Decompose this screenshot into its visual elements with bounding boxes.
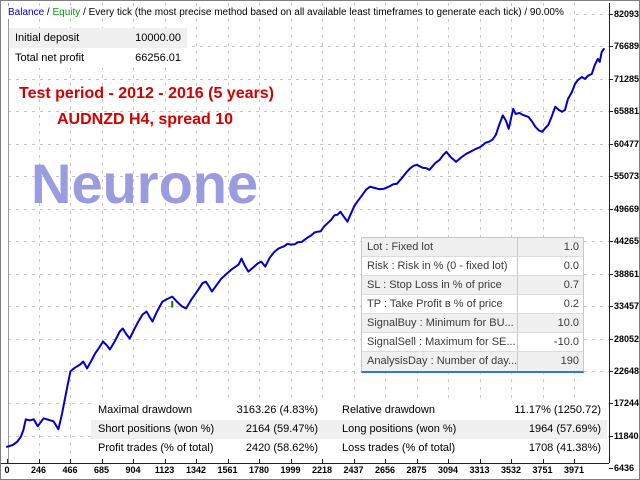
y-axis-label: 44265 bbox=[614, 236, 640, 247]
x-axis-label: 1342 bbox=[185, 465, 207, 475]
y-axis-label: 60477 bbox=[614, 138, 640, 149]
param-row: SL : Stop Loss in % of price 0.7 bbox=[362, 276, 583, 295]
stat-value: 1708 (41.38%) bbox=[528, 442, 601, 454]
param-row: AnalysisDay : Number of day... 190 bbox=[362, 352, 583, 371]
chart-axes bbox=[1, 3, 613, 469]
param-value: 10.0 bbox=[557, 317, 579, 329]
legend-separator: / bbox=[44, 7, 53, 18]
param-value: 1.0 bbox=[563, 241, 579, 253]
stats-row: Short positions (won %) 2164 (59.47%) Long… bbox=[91, 420, 607, 439]
y-axis-label: 38861 bbox=[614, 268, 640, 279]
test-annotation: Test period - 2012 - 2016 (5 years) AUDN… bbox=[19, 81, 274, 133]
stat-label: Maximal drawdown bbox=[98, 404, 193, 416]
balance-legend: Balance bbox=[8, 7, 45, 18]
x-axis-label: 0 bbox=[4, 465, 10, 475]
initial-deposit-row: Initial deposit 10000.00 bbox=[9, 28, 187, 48]
param-label: AnalysisDay : Number of day... bbox=[362, 352, 518, 371]
summary-table: Initial deposit 10000.00 Total net profi… bbox=[9, 28, 187, 68]
stats-row: Maximal drawdown 3163.26 (4.83%) Relative … bbox=[91, 401, 607, 420]
x-axis-label: 1123 bbox=[154, 465, 175, 475]
total-net-profit-row: Total net profit 66256.01 bbox=[9, 48, 187, 68]
y-axis-label: 82093 bbox=[614, 9, 640, 19]
y-axis-label: 76689 bbox=[614, 41, 640, 52]
param-label: Risk : Risk in % (0 - fixed lot) bbox=[362, 257, 518, 275]
x-axis-label: 685 bbox=[93, 465, 110, 475]
x-axis-label: 1561 bbox=[217, 465, 238, 475]
initial-deposit-label: Initial deposit bbox=[15, 32, 80, 44]
symbol-timeframe-text: AUDNZD H4, spread 10 bbox=[57, 111, 234, 128]
stat-value: 2164 (59.47%) bbox=[245, 423, 318, 435]
total-net-profit-value: 66256.01 bbox=[135, 52, 181, 64]
y-axis-label: 49669 bbox=[614, 203, 640, 214]
param-value: 0.7 bbox=[563, 279, 579, 291]
total-net-profit-label: Total net profit bbox=[15, 52, 85, 64]
watermark-text: Neurone bbox=[31, 152, 259, 215]
stat-label: Profit trades (% of total) bbox=[98, 442, 214, 454]
x-axis-label: 246 bbox=[30, 465, 47, 475]
stat-label: Short positions (won %) bbox=[98, 423, 215, 435]
x-axis-label: 3532 bbox=[500, 465, 522, 475]
equity-legend: Equity bbox=[52, 7, 81, 18]
y-axis-label: 71285 bbox=[614, 73, 640, 84]
param-label: SignalBuy : Minimum for BU... bbox=[362, 314, 518, 332]
x-axis-label: 3751 bbox=[532, 465, 553, 475]
initial-deposit-value: 10000.00 bbox=[135, 32, 181, 44]
test-period-text: Test period - 2012 - 2016 (5 years) bbox=[19, 85, 274, 102]
x-axis-label: 466 bbox=[62, 465, 78, 475]
param-value: 0.0 bbox=[563, 260, 579, 272]
y-axis-label: 55073 bbox=[614, 171, 640, 182]
param-label: SL : Stop Loss in % of price bbox=[362, 276, 518, 294]
param-value: -10.0 bbox=[553, 336, 579, 348]
stat-label: Relative drawdown bbox=[342, 404, 435, 416]
stats-row: Profit trades (% of total) 2420 (58.62%) L… bbox=[91, 439, 607, 458]
stat-label: Loss trades (% of total) bbox=[342, 442, 456, 454]
param-label: TP : Take Profit в % of price bbox=[362, 295, 518, 313]
param-row: SignalSell : Maximum for SE... -10.0 bbox=[362, 333, 583, 352]
x-axis-label: 1780 bbox=[248, 465, 270, 475]
x-axis-label: 2875 bbox=[406, 465, 427, 475]
param-value: 190 bbox=[560, 355, 579, 367]
x-axis-label: 3971 bbox=[563, 465, 585, 475]
param-row: SignalBuy : Minimum for BU... 10.0 bbox=[362, 314, 583, 333]
x-axis-label: 2218 bbox=[311, 465, 333, 475]
x-axis-label: 2656 bbox=[374, 465, 396, 475]
y-axis-label: 33457 bbox=[614, 301, 640, 312]
x-axis-label: 3313 bbox=[469, 465, 490, 475]
param-label: Lot : Fixed lot bbox=[362, 238, 518, 256]
stats-table: Maximal drawdown 3163.26 (4.83%) Relative … bbox=[91, 401, 607, 458]
x-axis-label: 3094 bbox=[437, 465, 459, 475]
x-axis-label: 2437 bbox=[343, 465, 364, 475]
param-value: 0.2 bbox=[563, 298, 579, 310]
y-axis-label: 17244 bbox=[614, 398, 640, 409]
param-row: Lot : Fixed lot 1.0 bbox=[362, 238, 583, 257]
x-axis-label: 1999 bbox=[280, 465, 301, 475]
stat-label: Long positions (won %) bbox=[342, 423, 457, 435]
chart-legend-header: Balance / Equity / Every tick (the most … bbox=[8, 6, 570, 19]
x-axis-label: 904 bbox=[125, 465, 141, 475]
y-axis-label: 6436 bbox=[614, 463, 635, 474]
param-row: TP : Take Profit в % of price 0.2 bbox=[362, 295, 583, 314]
stat-value: 3163.26 (4.83%) bbox=[236, 404, 318, 416]
balance-line bbox=[6, 48, 605, 448]
stat-value: 1964 (57.69%) bbox=[528, 423, 601, 435]
y-axis-label: 65881 bbox=[614, 106, 640, 117]
tick-model-description: / Every tick (the most precise method ba… bbox=[80, 7, 564, 18]
y-axis-label: 11840 bbox=[614, 430, 639, 441]
stat-value: 11.17% (1250.72) bbox=[514, 404, 601, 416]
stat-value: 2420 (58.62%) bbox=[245, 442, 318, 454]
param-label: SignalSell : Maximum for SE... bbox=[362, 333, 518, 351]
y-axis-label: 28052 bbox=[614, 333, 640, 344]
y-axis-label: 22648 bbox=[614, 365, 640, 376]
param-row: Risk : Risk in % (0 - fixed lot) 0.0 bbox=[362, 257, 583, 276]
parameters-table: Lot : Fixed lot 1.0 Risk : Risk in % (0 - … bbox=[361, 237, 584, 373]
